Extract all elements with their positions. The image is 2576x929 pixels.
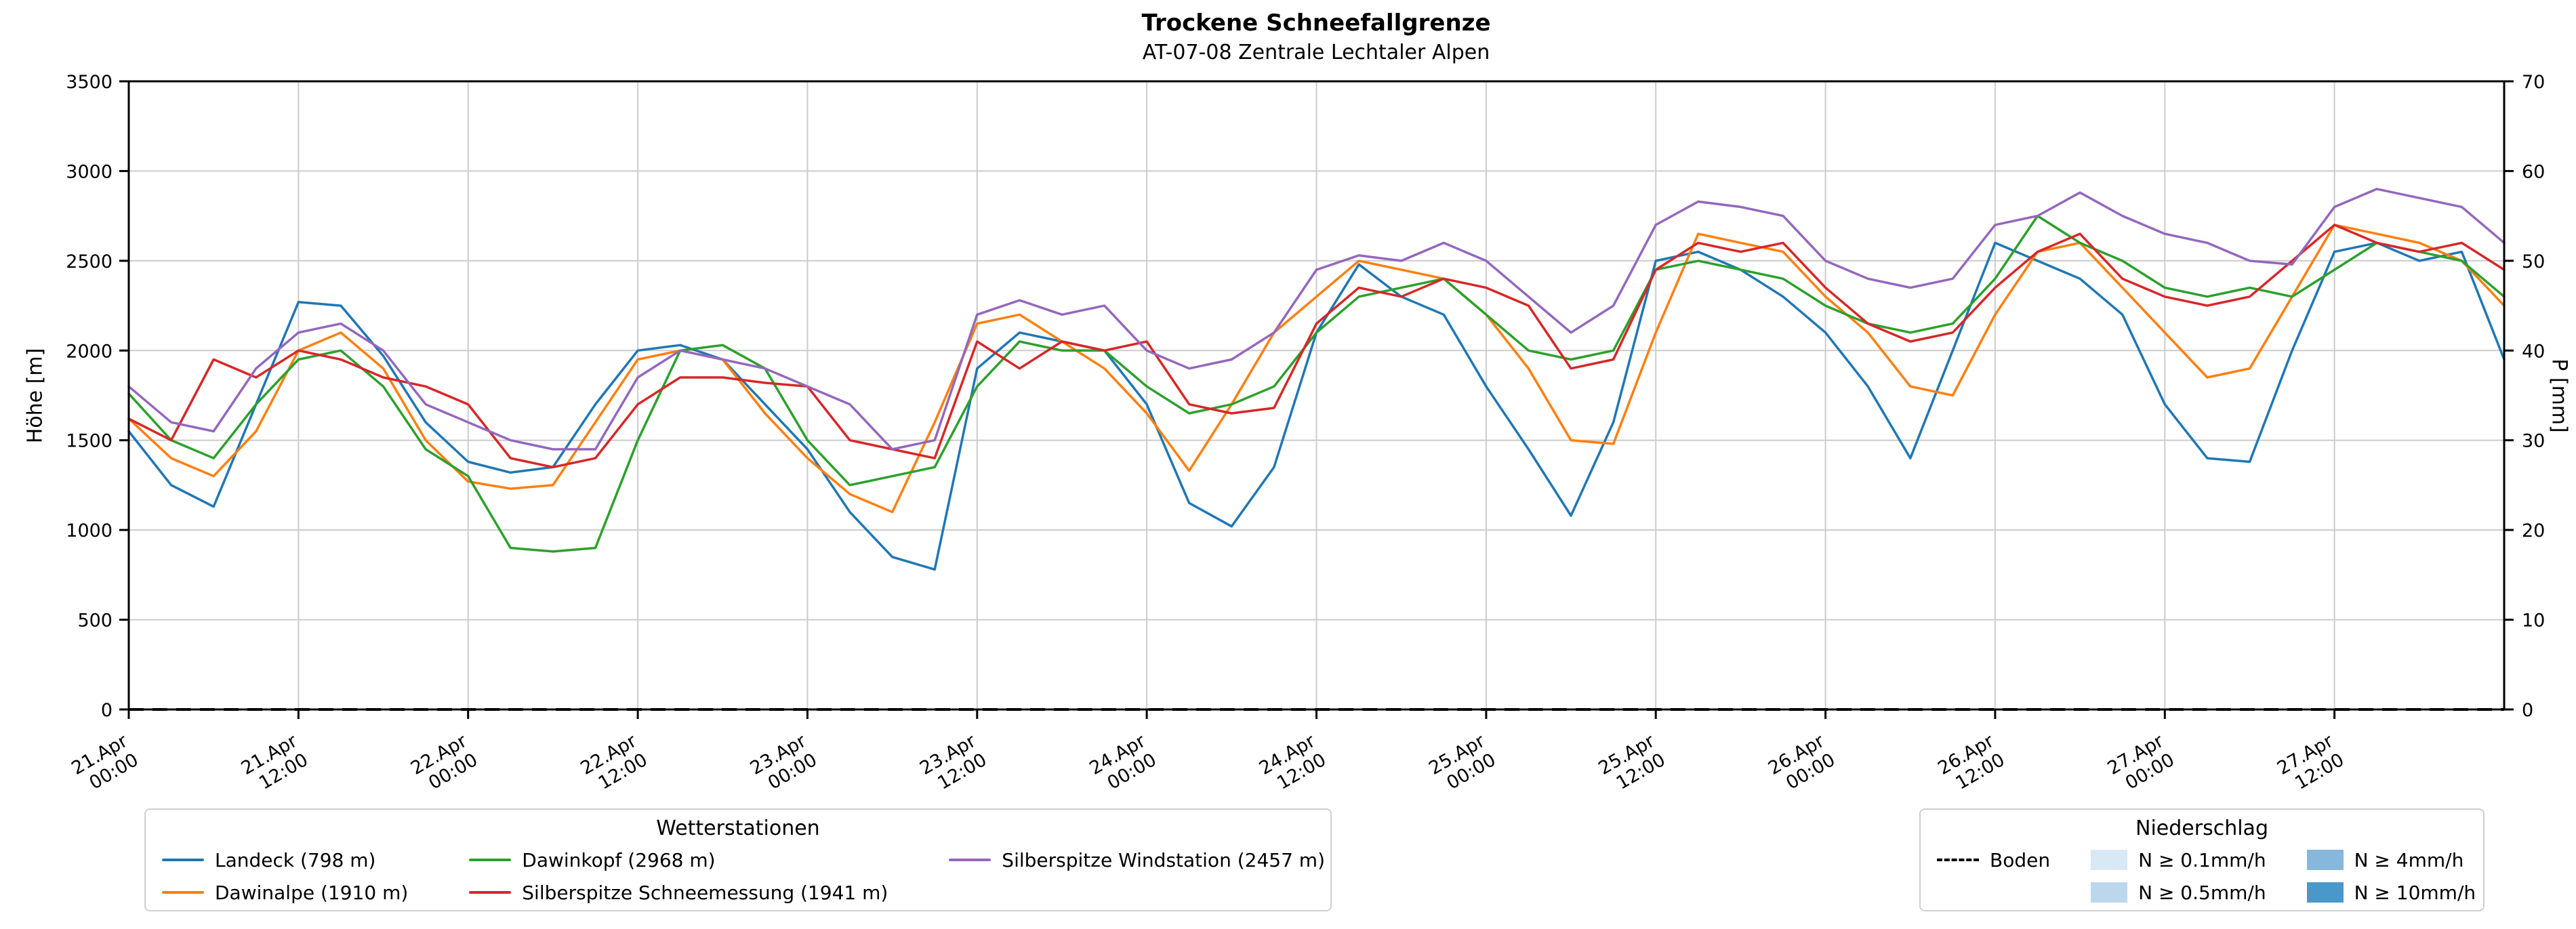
chart-title: Trockene Schneefallgrenze [1141,9,1491,37]
y-axis-label-right: P [mm] [2547,358,2571,433]
legend-entry-boden: Boden [1937,848,2050,871]
precip-swatch-10 [2306,882,2344,903]
x-tick-label: 26.Apr00:00 [1765,730,1839,798]
svg-text:3000: 3000 [66,161,113,182]
dawinalpe-line-swatch [162,891,204,894]
x-tick-label: 27.Apr00:00 [2104,730,2179,798]
legend-entry-landeck-label: Landeck (798 m) [215,848,376,871]
legend-entry-dawinkopf-label: Dawinkopf (2968 m) [522,848,716,871]
legend-entry-precip-01-label: N ≥ 0.1mm/h [2138,848,2266,871]
x-tick-label: 23.Apr00:00 [747,730,821,798]
svg-text:30: 30 [2522,431,2545,452]
legend-entry-silberspitze-windstation-label: Silberspitze Windstation (2457 m) [1002,848,1325,871]
legend-entry-silberspitze-schneemessung: Silberspitze Schneemessung (1941 m) [469,881,888,904]
silberspitze-windstation-line-swatch [949,859,991,861]
svg-text:0: 0 [101,700,113,721]
x-tick-label: 26.Apr12:00 [1934,730,2009,798]
legend-entry-precip-10: N ≥ 10mm/h [2306,881,2476,904]
legend-entry-dawinalpe-label: Dawinalpe (1910 m) [215,881,409,904]
legend-wetterstationen-columns: Landeck (798 m) Dawinalpe (1910 m) Dawin… [162,848,1325,904]
legend-wetterstationen-title: Wetterstationen [656,817,820,840]
svg-text:1000: 1000 [66,520,113,541]
x-tick-label: 22.Apr00:00 [407,730,482,798]
legend-entry-precip-01: N ≥ 0.1mm/h [2091,848,2266,871]
x-tick-label: 22.Apr12:00 [577,730,651,798]
legend-entry-precip-4: N ≥ 4mm/h [2306,848,2476,871]
svg-text:2500: 2500 [66,251,113,272]
svg-text:40: 40 [2522,341,2545,362]
chart-subtitle: AT-07-08 Zentrale Lechtaler Alpen [1142,41,1490,64]
legend-niederschlag: Niederschlag Boden N ≥ 0.1mm/h N ≥ 0.5mm… [1919,808,2485,911]
svg-text:10: 10 [2522,611,2545,632]
svg-text:0: 0 [2522,700,2533,721]
legend-niederschlag-columns: Boden N ≥ 0.1mm/h N ≥ 0.5mm/h N ≥ 4mm/h [1937,848,2476,904]
x-tick-label: 21.Apr12:00 [238,730,312,798]
precip-swatch-05 [2091,882,2128,903]
precip-swatch-01 [2091,850,2128,870]
x-tick-label: 25.Apr00:00 [1425,730,1500,798]
svg-text:20: 20 [2522,520,2545,541]
svg-text:1500: 1500 [66,431,113,452]
x-tick-label: 24.Apr12:00 [1256,730,1330,798]
legend-entry-dawinkopf: Dawinkopf (2968 m) [469,848,888,871]
legend-column-precip-1: N ≥ 0.1mm/h N ≥ 0.5mm/h [2091,848,2266,904]
svg-text:500: 500 [77,611,113,632]
x-tick-label: 27.Apr12:00 [2274,730,2348,798]
x-tick-label: 21.Apr00:00 [68,730,142,798]
legend-entry-landeck: Landeck (798 m) [162,848,408,871]
precip-swatch-4 [2306,850,2344,870]
silberspitze-schneemessung-line-swatch [469,891,512,894]
legend-column-boden: Boden [1937,848,2050,871]
series-line-dawinalpe [127,224,2506,514]
svg-text:60: 60 [2522,161,2545,182]
y-axis-right-ticks: 0 10 20 30 40 50 60 70 [2504,72,2545,721]
series-line-dawinkopf [127,214,2506,553]
legend-entry-silberspitze-schneemessung-label: Silberspitze Schneemessung (1941 m) [522,881,888,904]
series-lines [127,188,2506,571]
dawinkopf-line-swatch [469,859,512,861]
legend-column-precip-2: N ≥ 4mm/h N ≥ 10mm/h [2306,848,2476,904]
series-line-silberspitze-schneemessung [127,224,2506,469]
legend-entry-precip-4-label: N ≥ 4mm/h [2354,848,2464,871]
legend-entry-silberspitze-windstation: Silberspitze Windstation (2457 m) [949,848,1325,871]
legend-entry-precip-05: N ≥ 0.5mm/h [2091,881,2266,904]
boden-dashed-line-swatch [1937,859,1979,861]
legend-column-3: Silberspitze Windstation (2457 m) [949,848,1325,871]
svg-text:70: 70 [2522,72,2545,93]
series-line-silberspitze-windstation [127,188,2506,451]
svg-text:50: 50 [2522,251,2545,272]
legend-entry-precip-10-label: N ≥ 10mm/h [2354,881,2476,904]
x-tick-label: 23.Apr12:00 [916,730,991,798]
legend-column-1: Landeck (798 m) Dawinalpe (1910 m) [162,848,408,904]
legend-entry-boden-label: Boden [1990,848,2051,871]
legend-wetterstationen: Wetterstationen Landeck (798 m) Dawinalp… [144,808,1332,911]
landeck-line-swatch [162,859,204,861]
x-axis-ticks: 21.Apr00:00 21.Apr12:00 22.Apr00:00 22.Apr1… [68,709,2348,798]
x-tick-label: 25.Apr12:00 [1595,730,1670,798]
legend-column-2: Dawinkopf (2968 m) Silberspitze Schneeme… [469,848,888,904]
legend-niederschlag-title: Niederschlag [2135,817,2268,840]
legend-entry-precip-05-label: N ≥ 0.5mm/h [2138,881,2266,904]
svg-text:2000: 2000 [66,341,113,362]
legend-entry-dawinalpe: Dawinalpe (1910 m) [162,881,408,904]
gridlines [128,81,2504,710]
x-tick-label: 24.Apr00:00 [1086,730,1160,798]
svg-text:3500: 3500 [66,72,113,93]
y-axis-label-left: Höhe [m] [23,348,47,444]
y-axis-left-ticks: 0 500 1000 1500 2000 2500 3000 3500 [66,72,129,721]
